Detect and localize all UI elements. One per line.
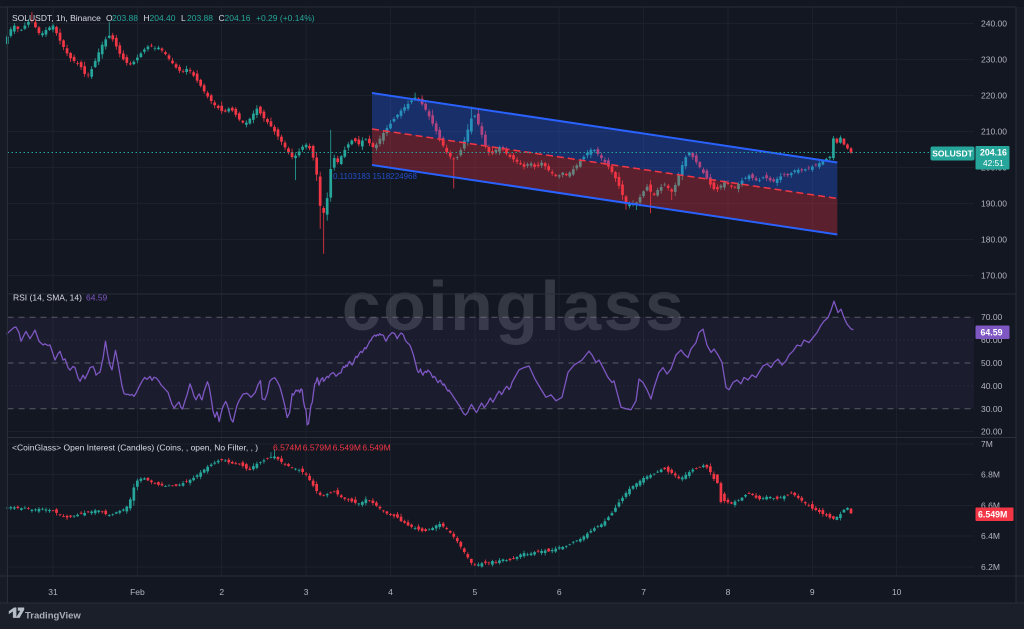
svg-text:SOLUSDT: SOLUSDT	[932, 149, 973, 159]
svg-text:6.549M: 6.549M	[978, 510, 1007, 520]
svg-text:6.4M: 6.4M	[981, 531, 1000, 541]
svg-text:8: 8	[726, 587, 731, 597]
svg-text:6.549M: 6.549M	[362, 443, 390, 453]
svg-text:5: 5	[473, 587, 478, 597]
svg-text:3: 3	[304, 587, 309, 597]
svg-text:60.00: 60.00	[981, 335, 1003, 345]
svg-text:180.00: 180.00	[981, 235, 1007, 245]
svg-text:TradingView: TradingView	[25, 611, 81, 622]
svg-text:6.6M: 6.6M	[981, 500, 1000, 510]
svg-text:31: 31	[48, 587, 58, 597]
svg-text:6.579M: 6.579M	[303, 443, 331, 453]
svg-text:50.00: 50.00	[981, 358, 1003, 368]
svg-text:<CoinGlass> Open Interest (Can: <CoinGlass> Open Interest (Candles) (Coi…	[12, 443, 258, 453]
svg-text:230.00: 230.00	[981, 55, 1007, 65]
svg-text:SOLUSDT, 1h, Binance: SOLUSDT, 1h, Binance	[12, 13, 101, 23]
svg-text:190.00: 190.00	[981, 199, 1007, 209]
svg-text:4: 4	[388, 587, 393, 597]
svg-text:204.40: 204.40	[150, 13, 176, 23]
svg-text:Feb: Feb	[130, 587, 145, 597]
svg-text:L: L	[181, 13, 186, 23]
svg-text:coinglass: coinglass	[342, 267, 687, 345]
svg-text:30.00: 30.00	[981, 404, 1003, 414]
svg-text:0.1103183 1518224968: 0.1103183 1518224968	[333, 172, 417, 181]
svg-text:204.16: 204.16	[980, 148, 1007, 158]
svg-text:40.00: 40.00	[981, 381, 1003, 391]
svg-text:6: 6	[557, 587, 562, 597]
svg-text:6.8M: 6.8M	[981, 470, 1000, 480]
svg-text:170.00: 170.00	[981, 271, 1007, 281]
svg-text:RSI (14, SMA, 14): RSI (14, SMA, 14)	[13, 293, 82, 303]
svg-text:210.00: 210.00	[981, 127, 1007, 137]
svg-text:C: C	[219, 13, 225, 23]
svg-text:7M: 7M	[981, 439, 993, 449]
svg-text:64.59: 64.59	[86, 293, 108, 303]
svg-text:10: 10	[892, 587, 902, 597]
svg-text:20.00: 20.00	[981, 427, 1003, 437]
svg-text:+0.29 (+0.14%): +0.29 (+0.14%)	[256, 13, 315, 23]
svg-text:64.59: 64.59	[981, 328, 1003, 338]
svg-text:6.2M: 6.2M	[981, 562, 1000, 572]
svg-text:6.574M: 6.574M	[273, 443, 301, 453]
svg-text:42:51: 42:51	[983, 158, 1004, 168]
svg-text:H: H	[144, 13, 150, 23]
svg-text:7: 7	[641, 587, 646, 597]
svg-text:220.00: 220.00	[981, 91, 1007, 101]
svg-text:6.549M: 6.549M	[333, 443, 361, 453]
svg-text:9: 9	[810, 587, 815, 597]
svg-text:203.88: 203.88	[112, 13, 138, 23]
svg-text:2: 2	[219, 587, 224, 597]
svg-text:70.00: 70.00	[981, 312, 1003, 322]
svg-text:203.88: 203.88	[187, 13, 213, 23]
svg-text:240.00: 240.00	[981, 19, 1007, 29]
svg-text:O: O	[106, 13, 113, 23]
svg-text:204.16: 204.16	[225, 13, 251, 23]
